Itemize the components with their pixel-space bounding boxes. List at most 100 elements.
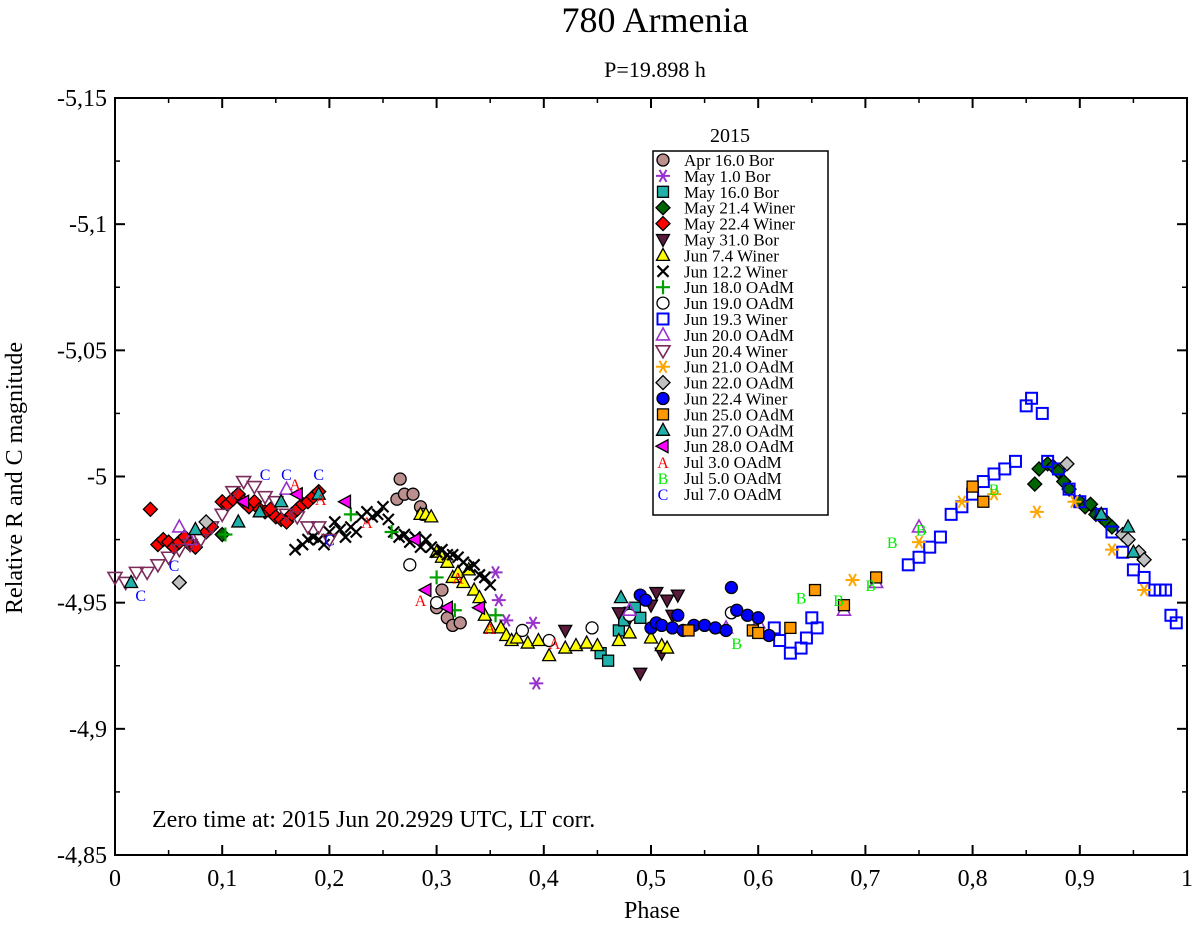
- data-point: [406, 487, 420, 501]
- legend-symbol: [656, 408, 670, 421]
- x-tick-label: 0,2: [314, 866, 344, 892]
- data-point: [611, 632, 627, 647]
- data-point: [568, 637, 584, 652]
- data-point: [382, 513, 395, 526]
- data-point: [218, 527, 233, 542]
- data-point: C: [313, 467, 324, 484]
- data-point: [752, 626, 765, 640]
- series-17: [123, 485, 1141, 604]
- data-point: A: [361, 515, 373, 532]
- data-point: [171, 574, 188, 591]
- data-point: [438, 600, 453, 616]
- legend-symbol: [656, 360, 670, 374]
- x-tick-label: 0,3: [422, 866, 452, 892]
- data-point: [278, 480, 295, 495]
- data-point: [901, 558, 915, 572]
- y-tick-label: -5: [87, 465, 107, 491]
- data-point: [187, 521, 203, 536]
- data-point: [773, 634, 787, 648]
- data-point: [659, 639, 675, 654]
- data-point: [1169, 616, 1183, 630]
- data-point: A: [315, 492, 327, 509]
- legend-symbol: [654, 344, 672, 360]
- data-point: [659, 594, 675, 609]
- data-point: [198, 514, 215, 530]
- data-point: C: [260, 467, 271, 484]
- legend-label: Jun 18.0 OAdM: [684, 278, 794, 297]
- data-point: [371, 508, 384, 521]
- y-tick-label: -4,95: [57, 591, 107, 617]
- x-tick-label: 0,1: [207, 866, 237, 892]
- data-point: [611, 607, 627, 622]
- data-point: [1116, 545, 1130, 559]
- data-point: [429, 570, 444, 585]
- data-point: [1104, 543, 1119, 557]
- legend-symbol: [656, 391, 670, 406]
- data-point: [310, 521, 328, 536]
- data-point: A: [289, 477, 301, 494]
- data-point: [740, 608, 755, 622]
- legend-label: Jun 28.0 OAdM: [684, 437, 794, 456]
- data-point: [288, 486, 303, 502]
- data-point: [288, 543, 302, 556]
- legend-label: Jun 22.0 OAdM: [684, 374, 794, 393]
- data-point: [665, 621, 680, 635]
- y-tick-label: -4,9: [69, 717, 107, 743]
- data-point: [467, 558, 481, 572]
- legend-label: May 31.0 Bor: [684, 231, 779, 250]
- data-point: [488, 565, 503, 579]
- data-point: [542, 633, 556, 648]
- data-point: C: [169, 558, 180, 575]
- data-point: [311, 485, 327, 500]
- data-point: [182, 530, 198, 546]
- data-point: [530, 632, 547, 647]
- data-point: [1120, 518, 1136, 533]
- legend-symbol: [656, 280, 670, 295]
- data-point: [1008, 454, 1022, 468]
- legend-symbol: C: [658, 487, 669, 504]
- data-point: [343, 507, 358, 522]
- y-tick-label: -4,85: [57, 843, 107, 869]
- data-point: [808, 583, 822, 597]
- legend-symbol: [655, 421, 671, 436]
- data-point: [912, 550, 926, 564]
- legend-label: May 16.0 Bor: [684, 183, 779, 202]
- legend-label: Jun 21.0 OAdM: [684, 358, 794, 377]
- data-point: [515, 623, 530, 638]
- series-21: CCC C CC: [135, 467, 334, 605]
- data-point: [648, 586, 664, 601]
- data-point: [455, 574, 471, 589]
- data-point: [944, 507, 958, 521]
- data-point: [1137, 583, 1152, 597]
- data-point: [1051, 462, 1065, 476]
- series-15: [633, 580, 776, 643]
- data-point: [719, 623, 733, 638]
- x-tick-label: 0,5: [636, 866, 666, 892]
- legend-label: Jul 5.0 OAdM: [684, 469, 782, 488]
- legend-symbol: [655, 199, 671, 216]
- data-point: [954, 495, 969, 509]
- data-point: [1025, 391, 1039, 405]
- data-point: [632, 667, 648, 682]
- series-16: [682, 480, 990, 640]
- legend-symbol: [655, 215, 671, 232]
- data-point: [1125, 543, 1141, 558]
- legend-label: Jun 19.3 Winer: [684, 310, 788, 329]
- data-point: [1137, 570, 1151, 584]
- data-point: [730, 603, 744, 617]
- data-point: [751, 611, 765, 625]
- data-point: [435, 583, 449, 597]
- legend-box: [652, 150, 829, 516]
- legend-symbol: [656, 169, 670, 183]
- data-point: [349, 525, 363, 539]
- x-axis-label: Phase: [624, 898, 680, 924]
- data-point: [170, 543, 188, 559]
- data-point: [439, 553, 455, 568]
- data-point: C: [324, 533, 335, 550]
- data-point: [252, 503, 268, 518]
- data-point: [810, 621, 824, 635]
- zero-time-annotation: Zero time at: 2015 Jun 20.2929 UTC, LT c…: [152, 807, 595, 833]
- data-point: [273, 493, 289, 508]
- chart-title: 780 Armenia: [562, 0, 749, 40]
